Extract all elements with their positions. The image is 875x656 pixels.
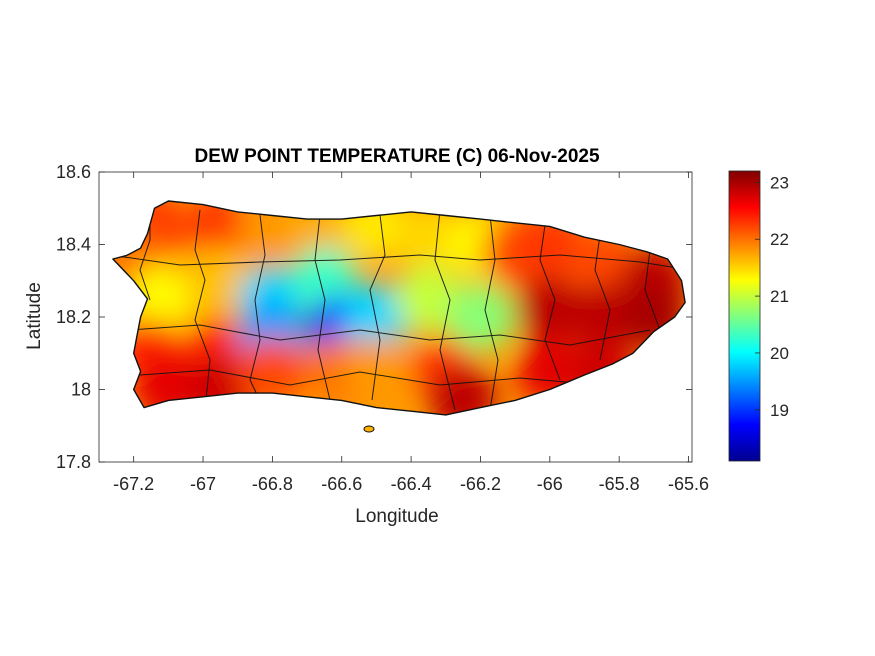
x-tick-label: -66.2 xyxy=(460,474,501,494)
x-tick-label: -66.6 xyxy=(321,474,362,494)
boundary-line xyxy=(314,214,331,401)
y-tick-label: 18.6 xyxy=(56,162,91,182)
offshore-islet xyxy=(363,425,375,433)
municipality-boundaries xyxy=(112,205,686,411)
field-sample xyxy=(342,283,411,351)
colorbar-tick-label: 19 xyxy=(770,401,789,420)
field-sample xyxy=(394,203,463,272)
x-tick-label: -66.4 xyxy=(391,474,432,494)
field-sample xyxy=(394,264,463,333)
x-tick-label: -67 xyxy=(190,474,216,494)
field-sample xyxy=(429,366,498,415)
boundary-line xyxy=(249,214,266,406)
boundary-line xyxy=(112,254,686,271)
field-sample xyxy=(567,283,636,351)
chart-title: DEW POINT TEMPERATURE (C) 06-Nov-2025 xyxy=(194,146,599,167)
y-tick-label: 18.4 xyxy=(56,235,91,255)
field-sample xyxy=(238,337,307,406)
x-axis-label: Longitude xyxy=(355,506,438,527)
y-axis: 17.8 18 18.2 18.4 18.6 xyxy=(56,162,692,472)
boundary-line xyxy=(594,234,611,361)
field-sample xyxy=(342,337,411,406)
coastline xyxy=(112,200,686,416)
colorbar xyxy=(728,170,761,462)
y-tick-label: 18.2 xyxy=(56,307,91,327)
boundary-line xyxy=(434,209,456,411)
x-tick-label: -65.6 xyxy=(668,474,709,494)
x-tick-label: -67.2 xyxy=(113,474,154,494)
colorbar-tick-label: 21 xyxy=(770,287,789,306)
x-tick-label: -66.8 xyxy=(252,474,293,494)
colorbar-ticks: 19 20 21 22 23 xyxy=(755,173,789,420)
y-axis-label: Latitude xyxy=(24,282,45,350)
x-axis: -67.2 -67 -66.8 -66.6 -66.4 -66.2 -66 -65.8 -65.… xyxy=(113,172,709,494)
colorbar-tick-label: 23 xyxy=(770,173,789,192)
boundary-line xyxy=(369,214,386,401)
x-tick-label: -65.8 xyxy=(599,474,640,494)
boundary-line xyxy=(539,224,561,381)
boundary-line xyxy=(129,324,651,346)
boundary-line xyxy=(484,214,499,411)
field-sample xyxy=(515,275,584,344)
colorbar-tick-label: 20 xyxy=(770,344,789,363)
y-tick-label: 18 xyxy=(71,380,91,400)
colorbar-tick-label: 22 xyxy=(770,230,789,249)
field-sample xyxy=(446,283,515,351)
boundary-line xyxy=(194,209,211,411)
field-sample xyxy=(567,228,636,297)
boundary-line xyxy=(139,369,601,386)
y-tick-label: 17.8 xyxy=(56,452,91,472)
x-tick-label: -66 xyxy=(537,474,563,494)
